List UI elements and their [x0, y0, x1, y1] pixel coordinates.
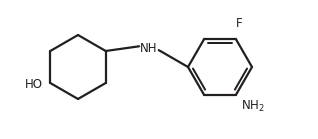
Text: HO: HO — [25, 79, 43, 91]
Text: NH$_2$: NH$_2$ — [241, 99, 265, 114]
Text: F: F — [236, 17, 242, 30]
Text: NH: NH — [140, 42, 158, 55]
